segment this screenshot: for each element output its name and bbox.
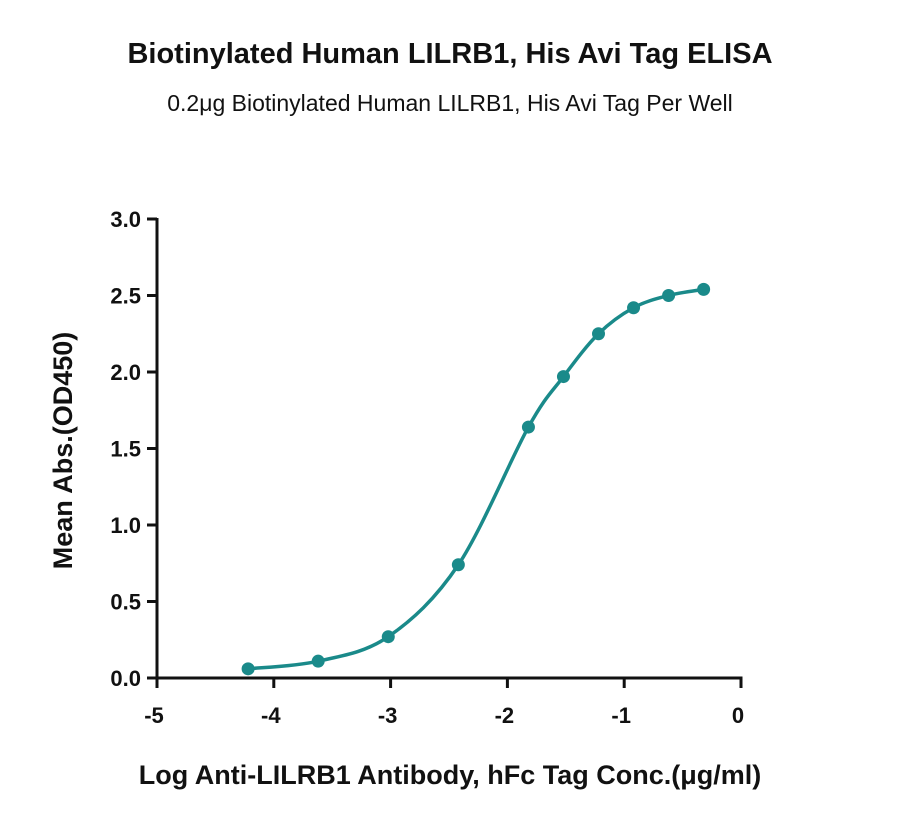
data-point [451, 558, 465, 572]
x-tick-label: -5 [144, 703, 164, 728]
data-point [241, 662, 255, 676]
y-tick-label: 3.0 [110, 207, 141, 232]
data-point [697, 282, 711, 296]
chart-subtitle: 0.2μg Biotinylated Human LILRB1, His Avi… [167, 90, 733, 116]
data-point [662, 289, 676, 302]
data-point [556, 370, 570, 384]
x-tick-label: 0 [732, 703, 744, 728]
y-tick-label: 0.5 [110, 590, 141, 615]
x-axis-title: Log Anti-LILRB1 Antibody, hFc Tag Conc.(… [139, 760, 761, 790]
y-axis-ticks: 0.0 0.5 1.0 1.5 2.0 2.5 3.0 [110, 207, 157, 691]
data-point [627, 301, 641, 315]
y-tick-label: 1.0 [110, 513, 141, 538]
y-axis-title: Mean Abs.(OD450) [48, 332, 78, 570]
data-point [521, 420, 535, 434]
data-point [381, 630, 395, 644]
y-tick-label: 1.5 [110, 437, 141, 462]
x-axis-ticks: -5 -4 -3 -2 -1 0 [144, 678, 744, 728]
data-point [311, 654, 325, 668]
y-tick-label: 2.5 [110, 284, 141, 309]
x-tick-label: -2 [495, 703, 515, 728]
x-tick-label: -3 [378, 703, 398, 728]
data-point [592, 327, 606, 341]
chart-title: Biotinylated Human LILRB1, His Avi Tag E… [127, 38, 773, 70]
y-tick-label: 2.0 [110, 360, 141, 385]
y-tick-label: 0.0 [110, 666, 141, 691]
x-tick-label: -4 [261, 703, 281, 728]
fit-curve [247, 287, 704, 671]
data-points [241, 282, 711, 676]
x-tick-label: -1 [611, 703, 631, 728]
